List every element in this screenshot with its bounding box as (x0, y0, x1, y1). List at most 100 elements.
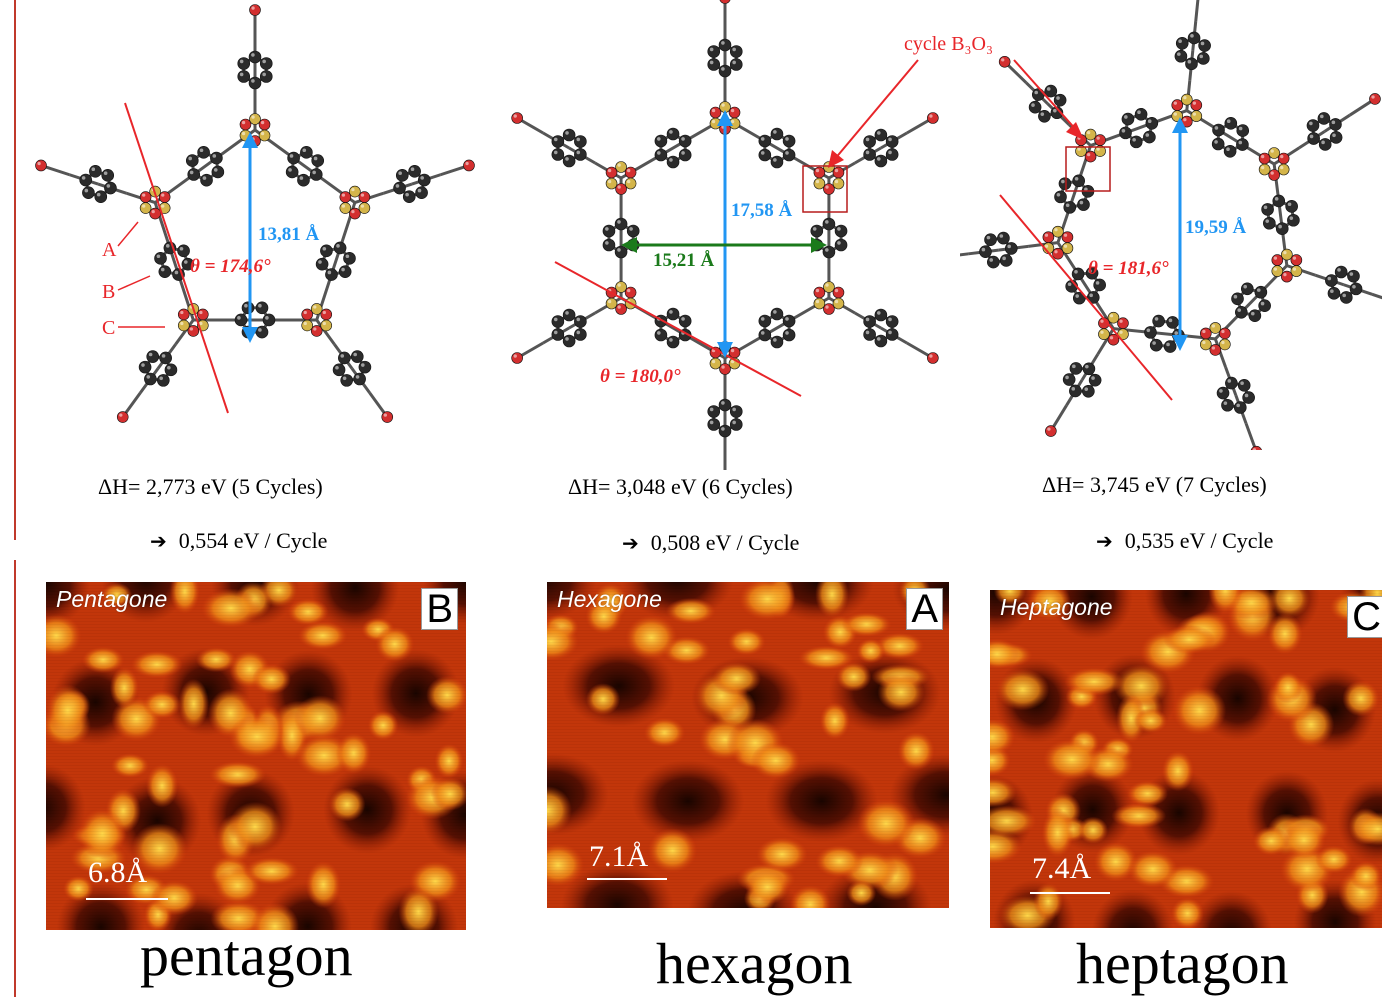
bright-lobe (756, 837, 808, 872)
carbon-atom (822, 245, 836, 259)
bright-lobe (1027, 590, 1071, 620)
scan-line (990, 620, 1382, 621)
carbon-atom-highlight (1233, 294, 1238, 299)
carbon-atom (562, 154, 576, 168)
bond (153, 202, 195, 321)
scan-line (990, 734, 1382, 735)
carbon-atom (101, 169, 115, 182)
stm-panel-letter: B (421, 588, 458, 630)
scan-line (547, 603, 949, 604)
carbon-atom-highlight (605, 241, 609, 245)
boron-atom-highlight (1292, 267, 1297, 271)
carbon-atom (1285, 200, 1298, 213)
scan-line (46, 921, 466, 922)
scan-line (547, 720, 949, 721)
scan-line (46, 795, 466, 796)
carbon-atom (729, 405, 743, 418)
boron-atom-highlight (303, 321, 307, 326)
carbon-atom (1235, 305, 1248, 319)
scan-line (547, 858, 949, 859)
carbon-atom (614, 245, 628, 259)
carbon-atom (1223, 144, 1237, 158)
oxygen-atom (1117, 317, 1129, 329)
carbon-atom (393, 181, 406, 195)
carbon-atom-highlight (1056, 192, 1061, 197)
carbon-atom-highlight (825, 220, 829, 224)
scan-line (990, 704, 1382, 705)
carbon-atom-highlight (327, 270, 332, 275)
boron-atom-highlight (1173, 112, 1177, 116)
scan-line (990, 860, 1382, 861)
carbon-atom-highlight (336, 244, 340, 248)
carbon-atom (1145, 117, 1159, 130)
scan-line (990, 887, 1382, 888)
boron-atom (615, 161, 627, 173)
scan-line (990, 650, 1382, 651)
carbon-atom (200, 173, 213, 187)
carbon-atom-highlight (1067, 282, 1072, 287)
bright-lobe (835, 661, 872, 692)
bisector-line (554, 261, 802, 397)
oxygen-atom-highlight (199, 310, 203, 315)
scan-line (46, 696, 466, 697)
bright-lobe (145, 763, 179, 808)
left-margin-rule (14, 560, 16, 997)
scan-line (547, 657, 949, 658)
carbon-atom-highlight (420, 176, 424, 180)
scan-line (990, 869, 1382, 870)
stm-title: Pentagone (56, 586, 168, 612)
oxygen-atom-highlight (617, 185, 621, 189)
boron-atom-highlight (607, 179, 612, 184)
bright-lobe (195, 647, 237, 673)
oxygen-atom (158, 191, 171, 203)
carbon-atom (1329, 131, 1343, 144)
carbon-atom (654, 148, 668, 162)
bright-lobe (1349, 861, 1382, 891)
bright-lobe (209, 761, 267, 789)
scan-line (990, 764, 1382, 765)
carbon-atom-highlight (721, 427, 725, 431)
bond (1113, 327, 1216, 341)
dark-pore (561, 863, 674, 908)
scan-line (46, 684, 466, 685)
scan-line (547, 624, 949, 625)
hexagon-molecule-figure: 17,58 Å 15,21 Å θ = 180,0° (511, 0, 939, 470)
carbon-atom-highlight (876, 337, 881, 341)
scan-line (46, 789, 466, 790)
scan-line (990, 617, 1382, 618)
boron-atom-highlight (1283, 251, 1287, 255)
carbon-atom (810, 224, 824, 238)
scan-line (547, 660, 949, 661)
carbon-atom-highlight (553, 137, 558, 142)
carbon-atom (1317, 112, 1331, 125)
scan-line (990, 809, 1382, 810)
boron-atom-highlight (1109, 314, 1114, 318)
scan-line (547, 885, 949, 886)
scan-line (46, 780, 466, 781)
boron-atom (310, 303, 323, 315)
boron-atom (615, 281, 627, 293)
oxygen-atom (339, 191, 352, 203)
scan-line (46, 777, 466, 778)
bright-lobe (1171, 897, 1204, 928)
heptagon-enthalpy: ΔH= 3,745 eV (7 Cycles) (1042, 472, 1267, 497)
carbon-atom-highlight (1330, 289, 1334, 294)
molecule-atoms (960, 0, 1382, 450)
carbon-atom-highlight (1223, 401, 1228, 405)
scan-line (990, 893, 1382, 894)
bright-lobe (1127, 850, 1178, 889)
carbon-atom-highlight (709, 60, 714, 65)
boron-atom-highlight (241, 131, 246, 136)
heptagon-molecule-figure: 19,59 Å θ = 181,6° (960, 0, 1382, 450)
carbon-atom (1236, 124, 1250, 137)
bright-lobe (251, 663, 291, 695)
heptagon-molecule-model: 19,59 Å θ = 181,6° (960, 0, 1382, 450)
carbon-atom (1093, 278, 1106, 292)
carbon-atom-highlight (669, 338, 673, 342)
oxygen-atom-highlight (322, 310, 326, 315)
carbon-atom (158, 265, 172, 278)
carbon-atom-highlight (1243, 284, 1247, 289)
oxygen-atom (511, 352, 523, 364)
oxygen-atom-highlight (815, 288, 820, 293)
scan-line (547, 903, 949, 904)
